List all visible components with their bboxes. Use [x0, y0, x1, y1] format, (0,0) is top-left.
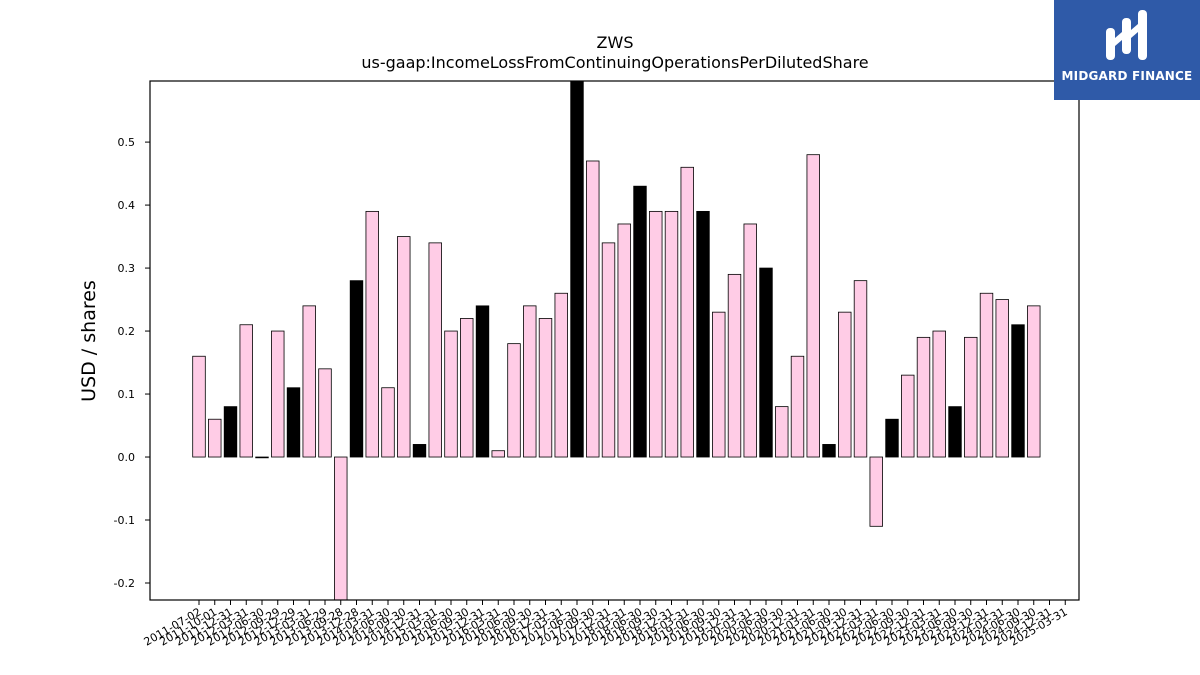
bar [334, 456, 348, 600]
y-tick-label: 0.0 [118, 451, 136, 464]
bar [932, 330, 946, 458]
bar [885, 418, 899, 458]
bar [349, 280, 364, 458]
bar [302, 305, 316, 458]
bar [775, 406, 789, 458]
bar [838, 311, 852, 458]
bar [649, 210, 663, 458]
bar [491, 450, 505, 458]
brand-logo: MIDGARD FINANCE [1054, 0, 1200, 100]
plot-frame [149, 80, 1080, 601]
bar [1027, 305, 1041, 458]
bars-group [192, 81, 1041, 600]
bar [554, 292, 568, 458]
x-ticks-group: 2011-07-022011-10-012011-12-312012-03-31… [142, 600, 1070, 649]
bar [1011, 324, 1025, 458]
bar [743, 223, 757, 458]
bar [806, 154, 820, 458]
y-tick-label: 0.4 [118, 199, 136, 212]
bar [223, 406, 238, 458]
bar [255, 456, 269, 459]
bar [759, 267, 773, 458]
bar [916, 336, 931, 458]
bar [869, 456, 883, 527]
bar [239, 324, 253, 458]
logo-mark-icon [1106, 10, 1147, 60]
bar [271, 330, 285, 458]
bar [712, 311, 726, 458]
bar [586, 160, 600, 458]
y-ticks-group: -0.2 -0.1 0.0 0.1 0.2 0.3 0.4 0.5 [114, 136, 150, 590]
bar [680, 166, 694, 458]
chart-subtitle: us-gaap:IncomeLossFromContinuingOperatio… [361, 53, 868, 72]
bar [995, 299, 1009, 458]
bar [460, 318, 474, 458]
bar [412, 444, 427, 458]
y-tick-label: 0.1 [118, 388, 136, 401]
bar [444, 330, 458, 458]
y-tick-label: 0.5 [118, 136, 136, 149]
bar [538, 318, 553, 458]
bar [727, 273, 742, 458]
bar [979, 292, 994, 458]
bar [948, 406, 962, 458]
y-tick-label: -0.1 [114, 514, 135, 527]
bar [853, 280, 868, 458]
bar [523, 305, 537, 458]
bar [633, 185, 647, 458]
y-tick-label: -0.2 [114, 577, 135, 590]
chart-title: ZWS [597, 33, 634, 52]
bar [822, 444, 836, 458]
bar [617, 223, 631, 458]
logo-text: MIDGARD FINANCE [1061, 69, 1193, 83]
bar [365, 210, 379, 458]
bar [664, 210, 679, 458]
bar [286, 387, 301, 458]
bar [318, 368, 332, 458]
bar [901, 374, 915, 458]
bar [696, 210, 710, 458]
bar [428, 242, 442, 458]
bar [381, 387, 395, 458]
bar [570, 81, 584, 458]
bar [208, 418, 222, 458]
bar [601, 242, 616, 458]
bar [397, 236, 411, 458]
bar [964, 336, 978, 458]
bar [790, 355, 805, 458]
y-axis-label: USD / shares [78, 280, 100, 402]
y-tick-label: 0.2 [118, 325, 136, 338]
bar [475, 305, 490, 458]
bar [507, 343, 521, 458]
bar [192, 355, 206, 458]
y-tick-label: 0.3 [118, 262, 136, 275]
